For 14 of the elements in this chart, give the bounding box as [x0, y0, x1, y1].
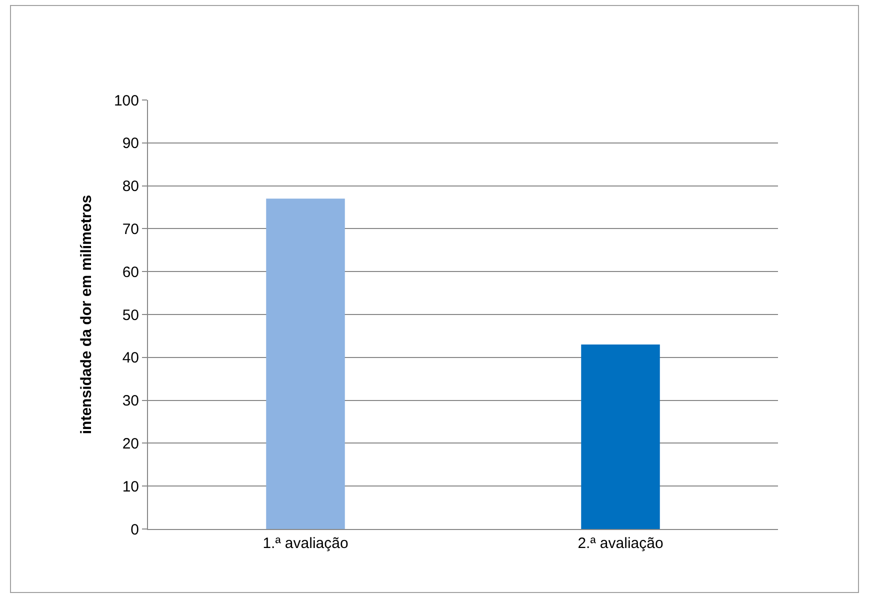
y-tick-label: 0	[130, 521, 139, 538]
y-tick-label: 50	[122, 306, 139, 324]
y-tick-label: 60	[122, 264, 139, 281]
y-tick-label: 80	[122, 178, 139, 196]
y-tick-label: 40	[122, 350, 139, 367]
y-tick-label: 30	[122, 392, 139, 410]
y-tick-label: 100	[114, 92, 139, 110]
y-axis-title: intensidade da dor em milímetros	[78, 194, 96, 434]
y-tick-label: 20	[122, 435, 139, 452]
y-tick-label: 90	[122, 135, 139, 152]
x-tick-label: 1.ª avaliação	[262, 535, 348, 552]
y-tick-label: 10	[122, 478, 139, 496]
x-tick-label: 2.ª avaliação	[578, 535, 664, 552]
y-tick-label: 70	[122, 220, 139, 238]
